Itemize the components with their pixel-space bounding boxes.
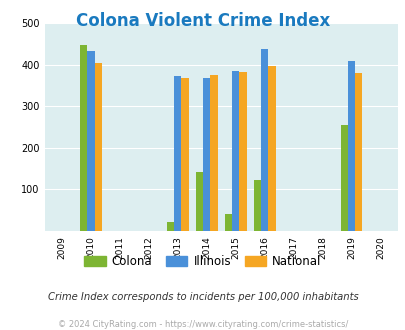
Bar — [94, 63, 102, 231]
Bar — [340, 124, 347, 231]
Text: Colona Violent Crime Index: Colona Violent Crime Index — [76, 12, 329, 30]
Bar — [253, 180, 260, 231]
Bar — [232, 71, 239, 231]
Bar — [202, 78, 210, 231]
Legend: Colona, Illinois, National: Colona, Illinois, National — [79, 250, 326, 273]
Bar — [174, 76, 181, 231]
Bar — [347, 61, 354, 231]
Bar — [196, 172, 202, 231]
Text: Crime Index corresponds to incidents per 100,000 inhabitants: Crime Index corresponds to incidents per… — [47, 292, 358, 302]
Bar — [166, 222, 174, 231]
Bar — [268, 66, 275, 231]
Bar — [260, 49, 268, 231]
Bar — [224, 214, 232, 231]
Bar — [181, 79, 188, 231]
Bar — [210, 75, 217, 231]
Text: © 2024 CityRating.com - https://www.cityrating.com/crime-statistics/: © 2024 CityRating.com - https://www.city… — [58, 320, 347, 329]
Bar — [239, 72, 246, 231]
Bar — [87, 51, 94, 231]
Bar — [354, 73, 362, 231]
Bar — [80, 45, 87, 231]
